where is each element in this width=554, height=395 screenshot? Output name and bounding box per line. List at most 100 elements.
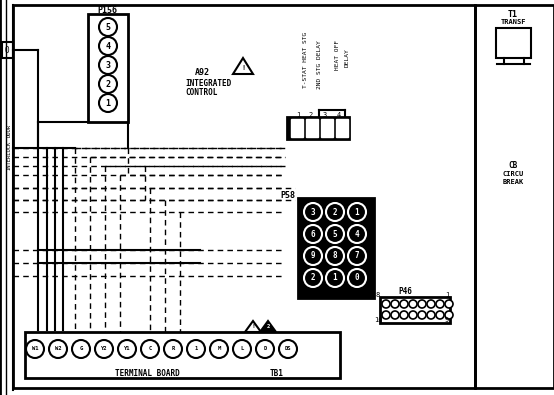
Bar (380, 297, 450, 323)
Text: T1: T1 (508, 9, 518, 19)
Text: 0: 0 (355, 273, 360, 282)
Polygon shape (245, 321, 261, 332)
Bar (306, 119, 318, 137)
Circle shape (99, 94, 117, 112)
Text: 8: 8 (376, 292, 380, 298)
Text: C: C (148, 346, 152, 352)
Circle shape (445, 311, 453, 319)
Text: 9: 9 (445, 317, 449, 323)
Circle shape (304, 203, 322, 221)
Text: 1: 1 (105, 98, 110, 107)
Text: DS: DS (285, 346, 291, 352)
Text: 2ND STG DELAY: 2ND STG DELAY (316, 41, 321, 89)
Text: 7: 7 (355, 252, 360, 260)
Text: CB: CB (509, 160, 517, 169)
Circle shape (427, 300, 435, 308)
Text: 1: 1 (333, 273, 337, 282)
Circle shape (304, 225, 322, 243)
Bar (291, 119, 303, 137)
Text: A92: A92 (195, 68, 210, 77)
Text: HEAT OFF: HEAT OFF (335, 40, 340, 70)
Circle shape (409, 311, 417, 319)
Circle shape (348, 269, 366, 287)
Circle shape (436, 300, 444, 308)
Circle shape (95, 340, 113, 358)
Text: P46: P46 (398, 286, 412, 295)
Circle shape (256, 340, 274, 358)
Text: W1: W1 (32, 346, 38, 352)
Circle shape (418, 300, 426, 308)
Circle shape (436, 311, 444, 319)
Circle shape (391, 300, 399, 308)
Text: P156: P156 (97, 6, 117, 15)
Circle shape (382, 300, 390, 308)
Circle shape (326, 269, 344, 287)
Circle shape (233, 340, 251, 358)
Circle shape (99, 37, 117, 55)
Circle shape (141, 340, 159, 358)
Text: 2: 2 (266, 324, 270, 329)
Circle shape (348, 203, 366, 221)
Text: G: G (79, 346, 83, 352)
Circle shape (210, 340, 228, 358)
Bar (321, 119, 333, 137)
Text: 2: 2 (333, 207, 337, 216)
Circle shape (400, 300, 408, 308)
Text: 4: 4 (337, 112, 341, 118)
Bar (298, 198, 374, 298)
Circle shape (304, 247, 322, 265)
Circle shape (400, 311, 408, 319)
Bar (496, 28, 531, 58)
Circle shape (326, 203, 344, 221)
Text: R: R (171, 346, 175, 352)
Text: Y1: Y1 (124, 346, 130, 352)
Bar (475, 5, 554, 388)
Circle shape (326, 225, 344, 243)
Circle shape (348, 247, 366, 265)
Circle shape (348, 225, 366, 243)
Bar (2, 42, 13, 58)
Bar (25, 332, 340, 378)
Text: TRANSF: TRANSF (500, 19, 526, 25)
Text: CIRCU: CIRCU (502, 171, 524, 177)
Text: 9: 9 (311, 252, 315, 260)
Polygon shape (233, 58, 253, 74)
Text: CONTROL: CONTROL (185, 88, 217, 96)
Circle shape (445, 300, 453, 308)
Text: 1: 1 (296, 112, 300, 118)
Text: D: D (263, 346, 266, 352)
Text: 2: 2 (311, 273, 315, 282)
Text: T-STAT HEAT STG: T-STAT HEAT STG (302, 32, 307, 88)
Circle shape (72, 340, 90, 358)
Text: 3: 3 (311, 207, 315, 216)
Circle shape (409, 300, 417, 308)
Text: 16: 16 (374, 317, 382, 323)
Bar (287, 117, 349, 139)
Circle shape (99, 75, 117, 93)
Text: 1: 1 (355, 207, 360, 216)
Circle shape (26, 340, 44, 358)
Text: 4: 4 (355, 229, 360, 239)
Text: P58: P58 (280, 190, 295, 199)
Text: INTEGRATED: INTEGRATED (185, 79, 231, 88)
Text: 2: 2 (105, 79, 110, 88)
Bar (13, 5, 475, 388)
Text: M: M (217, 346, 220, 352)
Circle shape (164, 340, 182, 358)
Text: DOOR: DOOR (7, 124, 12, 137)
Text: 1: 1 (194, 346, 198, 352)
Circle shape (99, 56, 117, 74)
Circle shape (49, 340, 67, 358)
Text: W2: W2 (55, 346, 61, 352)
Text: 1: 1 (445, 292, 449, 298)
Text: BREAK: BREAK (502, 179, 524, 185)
Circle shape (118, 340, 136, 358)
Bar (336, 119, 348, 137)
Text: 3: 3 (105, 60, 110, 70)
Bar (88, 14, 128, 122)
Text: INTERLOCK: INTERLOCK (7, 140, 12, 169)
Text: !: ! (241, 65, 245, 71)
Text: 4: 4 (105, 41, 110, 51)
Text: DELAY: DELAY (345, 49, 350, 68)
Text: O: O (4, 45, 9, 55)
